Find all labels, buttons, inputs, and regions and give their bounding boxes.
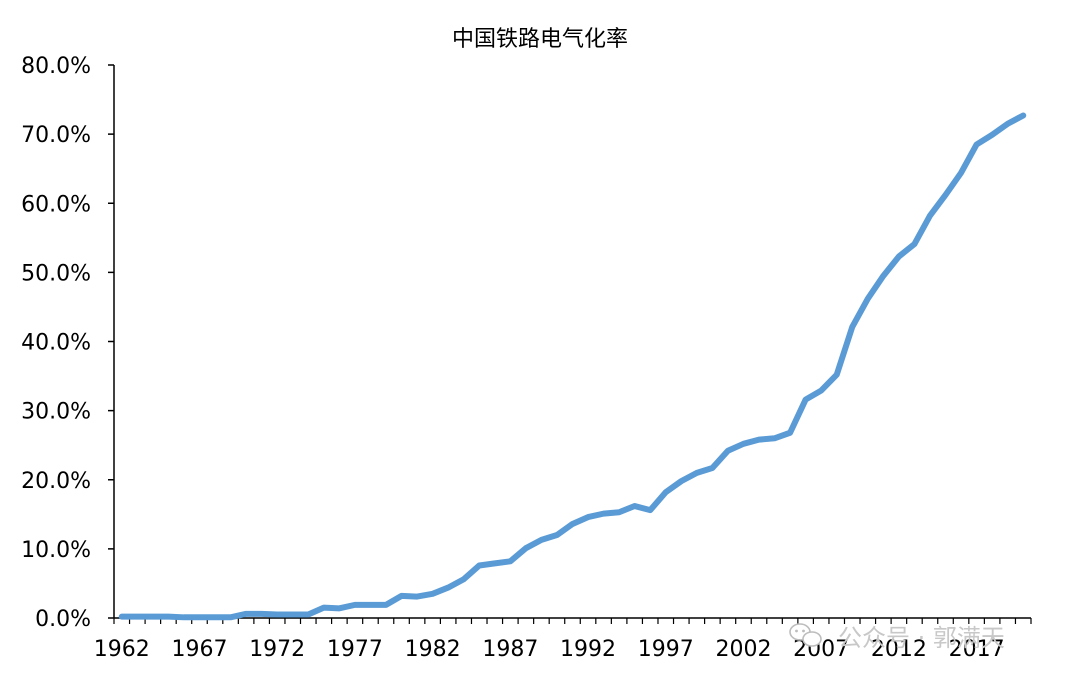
data-point: [992, 134, 993, 135]
data-point: [494, 563, 495, 564]
x-tick-label: 1997: [638, 637, 694, 662]
data-point: [681, 481, 682, 482]
data-point: [743, 443, 744, 444]
data-point: [821, 390, 822, 391]
x-tick-label: 1972: [249, 637, 305, 662]
data-point: [790, 432, 791, 433]
x-tick-label: 1992: [560, 637, 616, 662]
x-tick-label: 1962: [94, 637, 150, 662]
data-point: [556, 535, 557, 536]
data-point: [183, 617, 184, 618]
data-point: [712, 468, 713, 469]
data-point: [976, 144, 977, 145]
data-point: [945, 194, 946, 195]
data-point: [246, 613, 247, 614]
data-point: [961, 172, 962, 173]
data-point: [1007, 123, 1008, 124]
data-point: [510, 561, 511, 562]
data-point: [121, 616, 122, 617]
data-point: [370, 604, 371, 605]
data-point: [463, 579, 464, 580]
y-tick-label: 80.0%: [21, 54, 91, 79]
data-point: [417, 596, 418, 597]
data-point: [152, 616, 153, 617]
x-tick-label: 2017: [949, 637, 1005, 662]
y-tick-label: 40.0%: [21, 331, 91, 356]
data-point: [774, 438, 775, 439]
data-point: [603, 513, 604, 514]
data-point: [619, 512, 620, 513]
data-point: [852, 326, 853, 327]
data-point: [385, 604, 386, 605]
x-axis: 1962 1967 1972 1977 1982 1987 1992 1997 2002 2007…: [94, 617, 1032, 662]
data-point: [432, 593, 433, 594]
data-point: [665, 492, 666, 493]
data-point: [230, 617, 231, 618]
data-point: [898, 256, 899, 257]
y-tick-label: 30.0%: [21, 400, 91, 425]
series-group: [118, 112, 1027, 621]
data-point: [572, 523, 573, 524]
series-line-0: [118, 112, 1027, 621]
y-tick-label: 60.0%: [21, 192, 91, 217]
data-point: [323, 607, 324, 608]
data-point: [929, 215, 930, 216]
y-tick-label: 10.0%: [21, 538, 91, 563]
data-point: [261, 613, 262, 614]
x-tick-label: 1967: [171, 637, 227, 662]
watermark-text: 公众号 · 郭满天: [838, 624, 1005, 652]
x-tick-label: 2002: [715, 637, 771, 662]
data-point: [448, 587, 449, 588]
data-point: [759, 439, 760, 440]
x-tick-label: 1987: [482, 637, 538, 662]
data-point: [277, 614, 278, 615]
data-point: [1023, 115, 1024, 116]
data-point: [634, 506, 635, 507]
data-point: [696, 472, 697, 473]
data-point: [479, 565, 480, 566]
data-point: [883, 275, 884, 276]
y-tick-label: 50.0%: [21, 261, 91, 286]
data-point: [215, 617, 216, 618]
data-point: [137, 616, 138, 617]
data-point: [805, 399, 806, 400]
y-axis: 0.0% 10.0% 20.0% 30.0% 40.0% 50.0% 60.0% 70.0% 8…: [21, 54, 115, 632]
data-point: [168, 616, 169, 617]
watermark: 公众号 · 郭满天: [789, 623, 1005, 652]
x-tick-label: 2012: [871, 637, 927, 662]
wechat-icon: [789, 623, 822, 647]
data-point: [650, 510, 651, 511]
data-point: [401, 595, 402, 596]
x-tick-label: 1977: [327, 637, 383, 662]
data-point: [914, 244, 915, 245]
data-point: [836, 374, 837, 375]
y-tick-label: 0.0%: [35, 607, 91, 632]
data-point: [541, 539, 542, 540]
chart-title: 中国铁路电气化率: [452, 27, 628, 52]
data-point: [867, 298, 868, 299]
data-point: [354, 604, 355, 605]
data-point: [292, 614, 293, 615]
x-tick-label: 1982: [405, 637, 461, 662]
data-point: [525, 548, 526, 549]
data-point: [727, 450, 728, 451]
y-tick-label: 70.0%: [21, 123, 91, 148]
data-point: [588, 517, 589, 518]
data-point: [308, 614, 309, 615]
data-point: [199, 617, 200, 618]
y-tick-label: 20.0%: [21, 469, 91, 494]
data-point: [339, 608, 340, 609]
